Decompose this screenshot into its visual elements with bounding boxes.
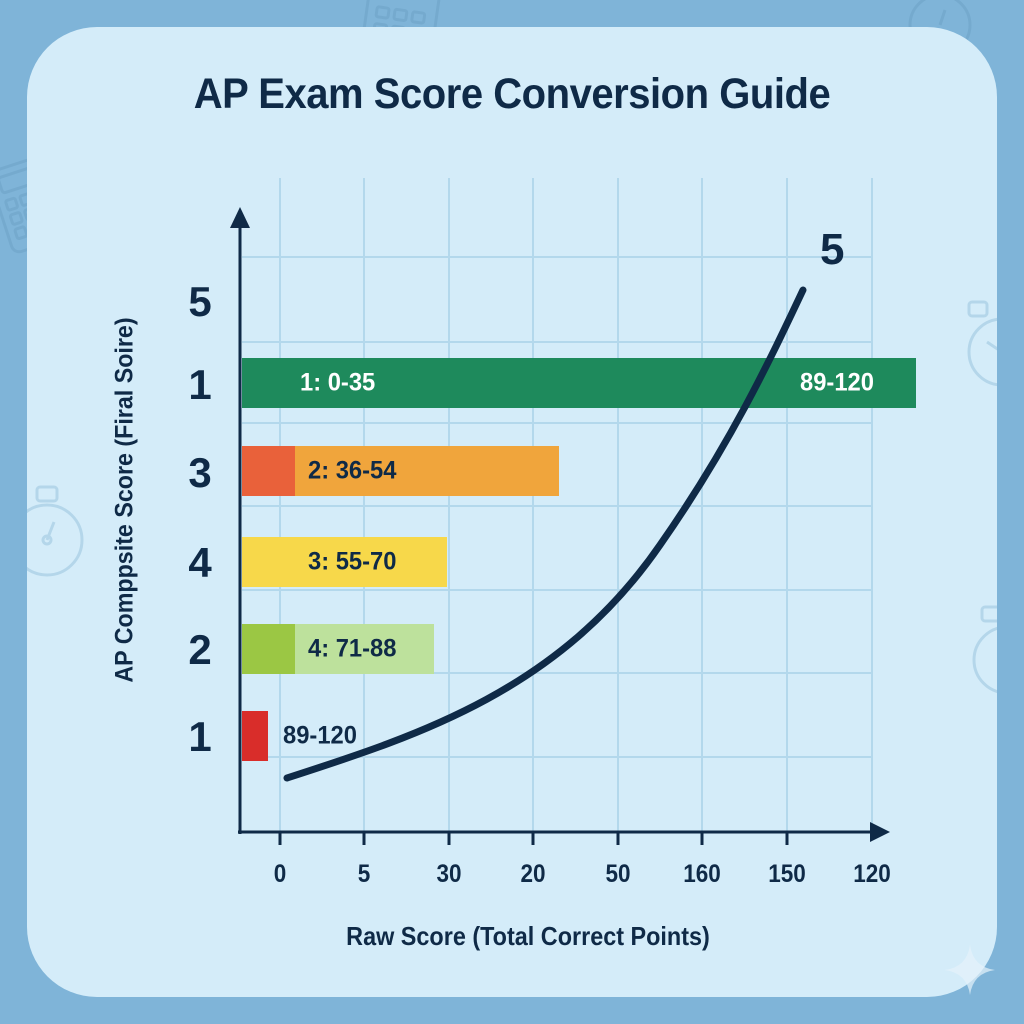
x-axis	[238, 822, 890, 845]
x-tick: 50	[605, 860, 631, 888]
score-bar-1: 1: 0-35 89-120	[242, 358, 916, 408]
x-tick: 160	[683, 860, 721, 888]
bar-label: 4: 71-88	[308, 634, 397, 663]
x-tick: 150	[768, 860, 806, 888]
y-tick: 5	[188, 278, 212, 325]
x-tick: 30	[436, 860, 462, 888]
page-title: AP Exam Score Conversion Guide	[193, 70, 831, 118]
x-tick: 20	[520, 860, 546, 888]
bar-label-right: 89-120	[800, 368, 874, 397]
y-tick: 4	[188, 539, 212, 586]
bar-accent	[242, 624, 295, 674]
y-tick: 3	[188, 449, 212, 496]
y-tick: 1	[188, 361, 212, 408]
stopwatch-icon	[967, 300, 997, 387]
score-bar-4: 4: 71-88	[242, 624, 434, 674]
x-tick: 0	[273, 860, 287, 888]
chart-card	[27, 27, 997, 997]
score-bar-3: 3: 55-70	[242, 537, 447, 587]
bar-label: 89-120	[283, 721, 357, 750]
stopwatch-icon	[27, 485, 84, 577]
y-axis-label: AP Comppsite Score (Firal Soire)	[110, 317, 139, 683]
grid-lines	[242, 178, 873, 832]
y-tick: 1	[188, 713, 212, 760]
y-axis	[230, 207, 250, 834]
stopwatch-icon	[972, 605, 997, 694]
score-bar-2: 2: 36-54	[242, 446, 559, 496]
sparkle-icon	[945, 945, 995, 995]
x-tick: 120	[853, 860, 891, 888]
x-tick: 5	[357, 860, 371, 888]
y-tick: 2	[188, 626, 212, 673]
curve-end-label: 5	[820, 225, 845, 274]
score-bar-5: 89-120	[242, 711, 357, 761]
bar-label-left: 1: 0-35	[300, 368, 376, 397]
bar-label: 2: 36-54	[308, 456, 397, 485]
bar-label: 3: 55-70	[308, 547, 397, 576]
bar-accent	[242, 446, 295, 496]
x-axis-label: Raw Score (Total Correct Points)	[346, 921, 710, 951]
